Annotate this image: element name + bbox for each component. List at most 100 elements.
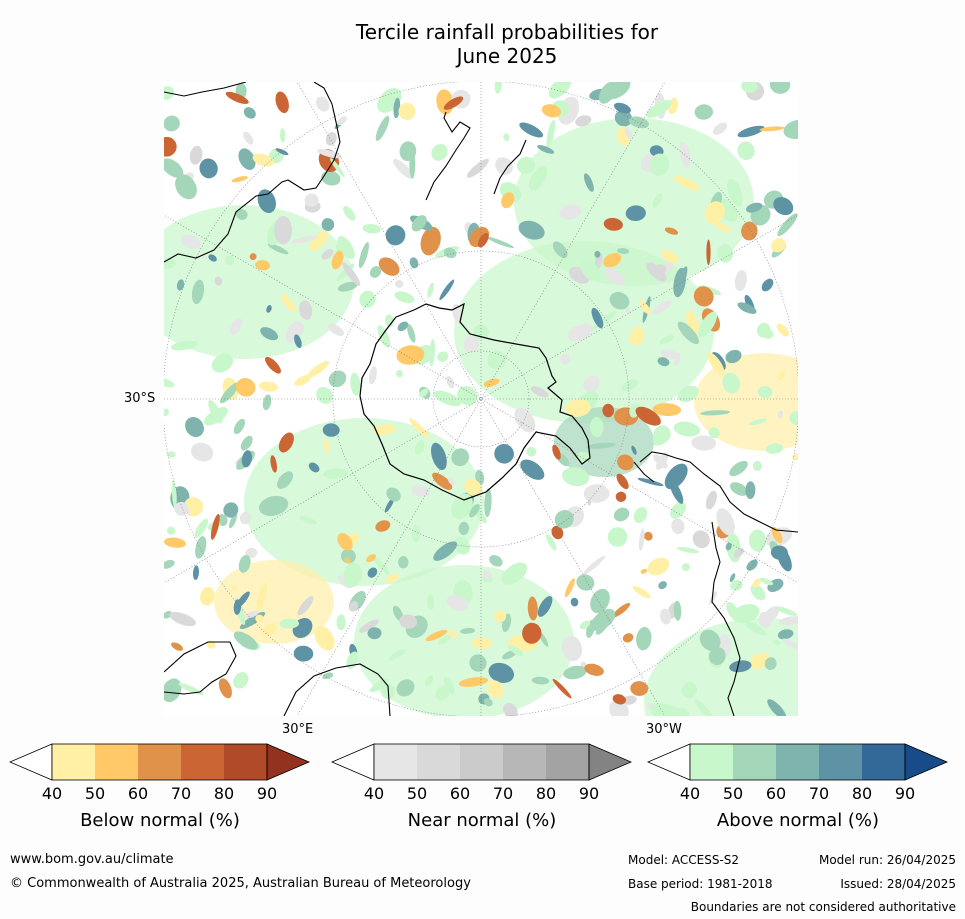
probability-patch <box>765 443 784 454</box>
probability-patch <box>322 423 340 437</box>
probability-patch <box>704 201 725 224</box>
probability-patch <box>624 127 633 139</box>
probability-patch <box>265 356 281 374</box>
probability-patch <box>779 616 798 626</box>
probability-patch <box>199 158 218 179</box>
probability-patch <box>677 385 699 403</box>
probability-patch <box>705 490 717 510</box>
probability-patch <box>437 633 454 645</box>
probability-patch <box>189 145 203 165</box>
probability-patch <box>328 370 347 388</box>
probability-patch <box>354 565 574 716</box>
probability-patch <box>494 610 507 623</box>
probability-patch <box>337 116 348 126</box>
probability-patch <box>583 375 600 393</box>
probability-patch <box>783 119 798 139</box>
probability-patch <box>558 82 570 97</box>
probability-patch <box>503 702 518 716</box>
probability-patch <box>433 541 458 561</box>
probability-patch <box>686 310 701 338</box>
probability-patch <box>375 520 391 532</box>
probability-patch <box>446 595 469 611</box>
probability-patch <box>575 115 592 127</box>
probability-patch <box>621 379 638 392</box>
probability-patch <box>218 678 232 699</box>
probability-patch <box>297 596 314 616</box>
probability-patch <box>210 513 220 540</box>
probability-patch <box>260 327 279 341</box>
probability-patch <box>443 96 464 110</box>
probability-patch <box>537 145 555 154</box>
probability-patch <box>321 248 334 260</box>
probability-patch <box>471 637 492 649</box>
probability-patch <box>432 472 453 490</box>
probability-patch <box>439 279 455 301</box>
probability-patch <box>767 699 787 716</box>
probability-patch <box>393 97 401 119</box>
probability-patch <box>777 410 784 419</box>
probability-patch <box>433 390 462 407</box>
probability-patch <box>164 205 354 359</box>
probability-patch <box>266 305 272 313</box>
probability-patch <box>280 294 297 313</box>
probability-patch <box>697 311 717 338</box>
probability-patch <box>734 270 747 292</box>
probability-patch <box>245 547 258 559</box>
colorbar-swatch <box>690 744 733 780</box>
probability-patch <box>369 678 389 693</box>
probability-patch <box>435 685 451 701</box>
probability-patch <box>397 321 409 332</box>
probability-patch <box>309 230 329 251</box>
probability-patch <box>411 485 431 497</box>
probability-patch <box>308 462 320 473</box>
probability-patch <box>717 243 734 263</box>
probability-patch <box>745 621 766 636</box>
probability-fields <box>164 82 798 716</box>
probability-patch <box>252 153 274 167</box>
probability-patch <box>657 357 670 367</box>
probability-patch <box>730 482 748 496</box>
probability-patch <box>194 518 208 538</box>
probability-patch <box>425 629 448 642</box>
probability-patch <box>603 252 622 268</box>
probability-patch <box>483 698 493 707</box>
probability-patch <box>446 376 455 389</box>
probability-patch <box>174 501 189 516</box>
probability-patch <box>337 533 353 551</box>
tick-50: 50 <box>406 784 428 803</box>
probability-patch <box>457 385 478 406</box>
colorbar-swatch <box>95 744 138 780</box>
probability-patch <box>607 527 628 547</box>
probability-patch <box>614 102 631 114</box>
probability-patch <box>649 153 670 176</box>
probability-patch <box>603 217 623 231</box>
probability-patch <box>229 318 242 336</box>
probability-patch <box>427 282 434 298</box>
colorbar-above-normal: 40 50 60 70 80 90 Above normal (%) <box>646 742 949 831</box>
probability-patch <box>494 444 514 464</box>
lon-label-30w: 30°W <box>646 722 682 737</box>
probability-patch <box>596 622 608 635</box>
probability-patch <box>527 596 538 621</box>
probability-patch <box>625 205 646 222</box>
probability-patch <box>652 403 682 417</box>
colorbar-max-cap <box>904 743 949 781</box>
map-title: Tercile rainfall probabilities for June … <box>0 20 965 68</box>
probability-patch <box>185 416 204 438</box>
probability-patch <box>792 453 798 461</box>
probability-patch <box>225 91 249 104</box>
probability-patch <box>375 115 390 141</box>
colorbar-below-normal: 40 50 60 70 80 90 Below normal (%) <box>8 742 311 831</box>
probability-patch <box>241 450 252 468</box>
probability-patch <box>745 202 763 213</box>
colorbar-near-normal: 40 50 60 70 80 90 Near normal (%) <box>330 742 633 831</box>
probability-patch <box>191 442 214 462</box>
colorbar-min-cap <box>646 743 691 781</box>
probability-patch <box>466 158 489 178</box>
probability-patch <box>426 594 435 611</box>
probability-patch <box>773 197 794 216</box>
probability-patch <box>677 321 700 345</box>
footer-url: www.bom.gov.au/climate <box>10 852 174 867</box>
probability-patch <box>451 448 470 467</box>
probability-patch <box>633 507 648 524</box>
